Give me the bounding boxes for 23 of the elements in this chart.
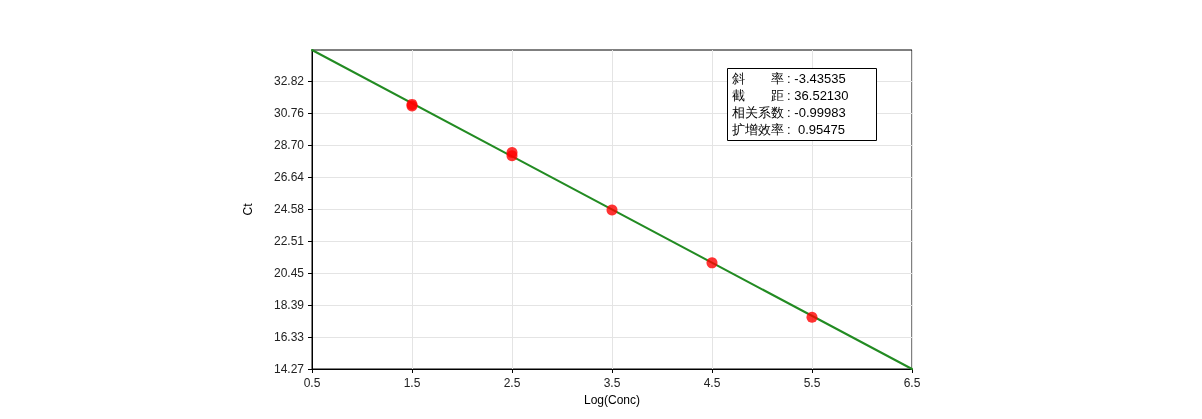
x-tick-label: 2.5 [503,376,521,390]
x-tick-label: 6.5 [903,376,921,390]
y-tick-label: 16.33 [273,329,305,344]
x-tick-label: 1.5 [403,376,421,390]
y-tick-label: 32.82 [273,73,305,88]
annotation: 扩增效率 : 0.95475 [731,121,845,137]
y-tick-label: 28.70 [273,137,305,152]
annotation: 相关系数 : -0.99983 [731,104,846,120]
annotation: 斜 率 : -3.43535 [731,70,846,86]
annotation: 截 距 : 36.52130 [731,87,849,103]
x-tick-label: 3.5 [603,376,621,390]
y-tick-label: 24.58 [273,201,305,216]
y-tick-label: 14.27 [273,362,305,376]
y-axis-title: Ct [241,202,255,216]
x-tick-label: 0.5 [303,376,321,390]
y-tick-label: 26.64 [273,169,305,184]
y-tick-label: 30.76 [273,105,305,120]
y-tick-label: 22.51 [273,233,305,248]
y-tick-label: 20.45 [273,265,305,280]
x-tick-label: 5.5 [803,376,821,390]
x-axis-title: Log(Conc) [583,392,641,407]
x-tick-label: 4.5 [703,376,721,390]
y-tick-label: 18.39 [273,297,305,312]
